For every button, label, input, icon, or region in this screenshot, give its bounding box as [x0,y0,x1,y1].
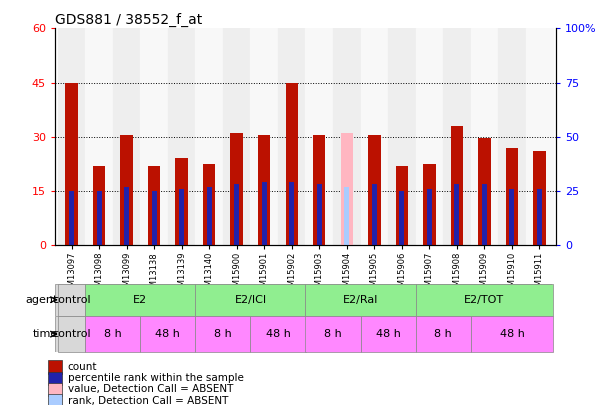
Bar [196,284,306,316]
Text: 8 h: 8 h [324,329,342,339]
Bar [152,191,156,245]
Bar [372,184,377,245]
Bar [175,158,188,245]
Bar [203,164,215,245]
Bar [533,151,546,245]
Bar [415,316,470,352]
Text: control: control [52,295,91,305]
Text: value, Detection Call = ABSENT: value, Detection Call = ABSENT [68,384,233,394]
Bar [196,316,251,352]
Bar [48,372,62,385]
Bar [86,316,141,352]
Text: E2/TOT: E2/TOT [464,295,505,305]
Bar [113,28,141,245]
Bar [510,189,514,245]
Bar [86,284,196,316]
Text: time: time [32,329,58,339]
Text: percentile rank within the sample: percentile rank within the sample [68,373,244,383]
Bar [58,316,86,352]
Bar [478,139,491,245]
Bar [455,184,459,245]
Bar [141,28,168,245]
Bar [120,135,133,245]
Bar [415,284,553,316]
Bar [306,284,415,316]
Bar [525,28,553,245]
Text: GDS881 / 38552_f_at: GDS881 / 38552_f_at [55,13,202,27]
Bar [179,189,184,245]
Bar [234,184,239,245]
Bar [451,126,463,245]
Bar [368,135,381,245]
Bar [482,184,487,245]
Bar [93,166,105,245]
Bar [415,28,443,245]
Bar [196,28,223,245]
Bar [223,28,251,245]
Bar [316,184,322,245]
Text: agent: agent [26,295,58,305]
Bar [470,28,498,245]
Bar [148,166,160,245]
Bar [69,191,74,245]
Bar [306,28,333,245]
Bar [423,164,436,245]
Text: count: count [68,362,97,372]
Text: E2: E2 [133,295,147,305]
Bar [251,28,278,245]
Bar [306,316,360,352]
Bar [498,28,525,245]
Bar [506,147,518,245]
Bar [333,28,360,245]
Text: 48 h: 48 h [266,329,290,339]
Bar [168,28,196,245]
Bar [537,189,542,245]
Bar [360,28,388,245]
Bar [443,28,470,245]
Text: E2/ICI: E2/ICI [235,295,266,305]
Text: 8 h: 8 h [104,329,122,339]
Bar [48,360,62,374]
Bar [48,394,62,405]
Bar [207,187,211,245]
Bar [86,28,113,245]
Bar [58,284,86,316]
Bar [278,28,306,245]
Bar [48,383,62,396]
Text: 48 h: 48 h [376,329,401,339]
Bar [124,187,129,245]
Text: 8 h: 8 h [214,329,232,339]
Bar [400,191,404,245]
Bar [289,182,295,245]
Bar [396,166,408,245]
Bar [340,133,353,245]
Bar [262,182,266,245]
Bar [470,316,553,352]
Text: control: control [52,329,91,339]
Bar [58,28,86,245]
Bar [258,135,271,245]
Bar [230,133,243,245]
Bar [345,187,349,245]
Bar [285,83,298,245]
Text: 48 h: 48 h [500,329,524,339]
Text: 8 h: 8 h [434,329,452,339]
Bar [97,191,101,245]
Text: rank, Detection Call = ABSENT: rank, Detection Call = ABSENT [68,396,228,405]
Bar [427,189,432,245]
Bar [313,135,326,245]
Bar [65,83,78,245]
Text: E2/Ral: E2/Ral [343,295,378,305]
Text: 48 h: 48 h [155,329,180,339]
Bar [251,316,306,352]
Bar [141,316,196,352]
Bar [388,28,415,245]
Bar [360,316,415,352]
